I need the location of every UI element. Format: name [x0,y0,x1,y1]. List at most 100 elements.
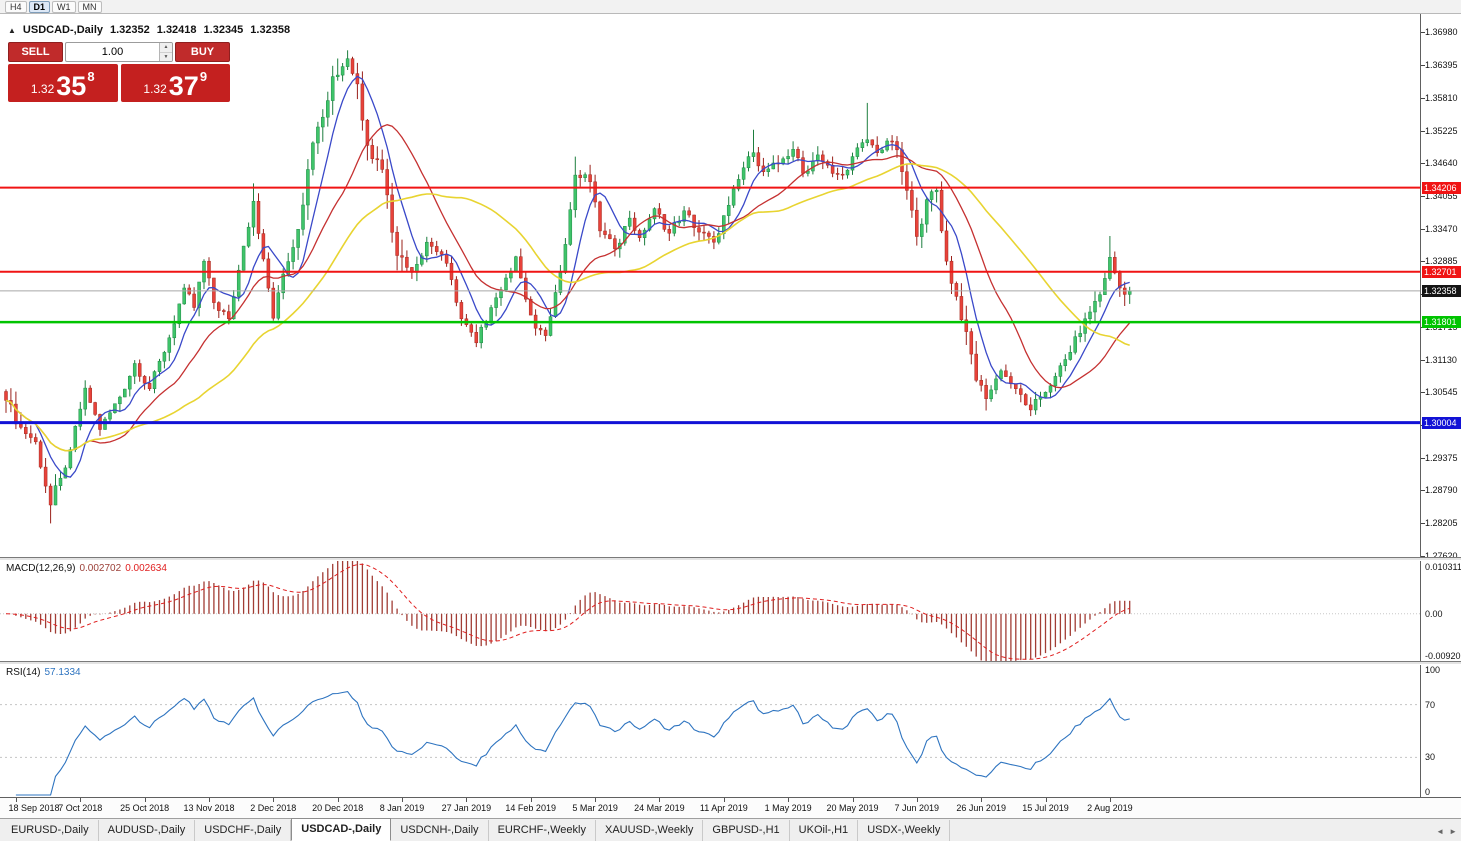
price-axis[interactable]: 1.36980 1.36395 1.35810 1.35225 1.34640 1.340… [1420,14,1461,798]
tab-usdcad-daily[interactable]: USDCAD-,Daily [291,818,392,841]
timeframe-button-mn[interactable]: MN [77,0,102,13]
axis-tick [1421,359,1425,361]
timeframe-button-d1[interactable]: D1 [28,0,51,13]
tab-xauusd-weekly[interactable]: XAUUSD-,Weekly [596,820,704,841]
time-axis-label: 1 May 2019 [764,803,812,813]
time-axis-label: 15 Jul 2019 [1022,803,1069,813]
candle [370,145,375,159]
candle [33,437,38,443]
candle [608,234,612,239]
price-axis-label: 1.34055 [1425,191,1458,202]
macd-indicator-canvas[interactable] [0,561,1420,661]
candle [964,319,969,332]
candle [915,209,919,237]
tab-audusd-daily[interactable]: AUDUSD-,Daily [99,820,196,841]
panel-separator[interactable] [0,661,1461,665]
time-axis-label: 2 Aug 2019 [1087,803,1133,813]
candle [548,316,553,336]
candle [627,217,632,227]
candle [1118,272,1122,289]
fast-ma-line[interactable] [5,75,1130,478]
time-axis-tick [530,798,532,802]
candle [246,226,251,247]
price-axis-label: 1.35225 [1425,125,1458,136]
time-axis-label: 7 Oct 2018 [58,803,103,813]
tab-eurusd-daily[interactable]: EURUSD-,Daily [2,820,99,841]
volume-increase-icon[interactable]: ▲ [160,43,172,53]
candle [1078,333,1082,337]
buy-button[interactable]: BUY [175,42,230,62]
axis-tick [1421,490,1425,492]
price-axis-label: 1.31130 [1425,354,1457,365]
time-axis-tick [209,798,210,802]
candle [429,241,434,247]
rsi-line [15,690,1130,796]
chart-symbol-title: USDCAD-,Daily [22,24,103,36]
candle [1033,399,1038,411]
price-axis-label: 1.36395 [1425,60,1458,71]
candles-layer[interactable] [4,50,1132,524]
candle [741,167,746,180]
tab-usdx-weekly[interactable]: USDX-,Weekly [858,820,951,841]
price-level-tag: 1.34206 [1422,181,1461,194]
candle [93,402,97,415]
panel-separator[interactable] [0,557,1461,561]
sell-button[interactable]: SELL [8,42,63,62]
rsi-indicator-canvas[interactable] [0,665,1420,797]
tab-usdchf-daily[interactable]: USDCHF-,Daily [195,820,292,841]
volume-value[interactable]: 1.00 [101,46,124,58]
volume-field[interactable]: 1.00 ▲ ▼ [65,42,173,62]
candle [1028,404,1033,411]
price-axis-label: 1.30545 [1425,387,1458,398]
price-chart-canvas[interactable] [0,14,1420,557]
candle [865,139,870,143]
candle [994,378,998,391]
time-axis[interactable]: 18 Sep 2018 7 Oct 2018 25 Oct 2018 13 Nov 2… [0,797,1461,818]
rsi-axis-label: 100 [1425,665,1441,675]
timeframe-button-h4[interactable]: H4 [5,0,27,13]
sell-price-button[interactable]: 1.32 35 8 [8,64,118,102]
axis-tick [1421,130,1425,132]
axis-tick [1421,32,1425,34]
time-axis-tick [80,798,82,802]
candle [172,323,177,339]
price-axis-label: 1.35810 [1425,92,1458,103]
tab-gbpusd-h1[interactable]: GBPUSD-,H1 [703,820,790,841]
candle [632,217,637,231]
macd-name: MACD(12,26,9) [6,563,76,574]
tab-eurchf-weekly[interactable]: EURCHF-,Weekly [489,820,596,841]
candle [222,310,226,312]
ohlc-low: 1.32345 [203,24,244,36]
volume-spinner: ▲ ▼ [159,43,172,61]
collapse-trade-panel-icon[interactable]: ▲ [8,25,16,35]
candle [528,298,533,316]
time-axis-label: 26 Jun 2019 [956,803,1006,813]
candle [746,156,751,169]
candle [558,272,563,293]
candle [128,375,132,390]
candle [504,277,508,291]
candle [241,245,246,271]
time-axis-label: 7 Jun 2019 [894,803,940,813]
candle [712,236,716,243]
buy-price-button[interactable]: 1.32 37 9 [120,64,230,102]
candle [38,441,43,468]
mid-ma-line[interactable] [5,124,1131,452]
slow-ma-line[interactable] [5,162,1130,452]
candle [266,258,271,289]
candle [959,296,964,321]
candle [142,376,147,384]
candle [271,287,276,319]
price-axis-label: 1.27620 [1425,550,1458,561]
tab-ukoil-h1[interactable]: UKOil-,H1 [790,820,859,841]
candle [474,332,479,344]
candle [944,230,949,262]
timeframe-button-w1[interactable]: W1 [52,0,76,13]
tab-scroll-left-icon[interactable]: ◄ [1436,827,1445,836]
tab-scroll-right-icon[interactable]: ► [1449,827,1457,836]
volume-decrease-icon[interactable]: ▼ [160,52,172,61]
candle [969,331,974,355]
tab-usdcnh-daily[interactable]: USDCNH-,Daily [391,820,489,841]
candle [979,380,983,386]
candle [662,214,667,230]
